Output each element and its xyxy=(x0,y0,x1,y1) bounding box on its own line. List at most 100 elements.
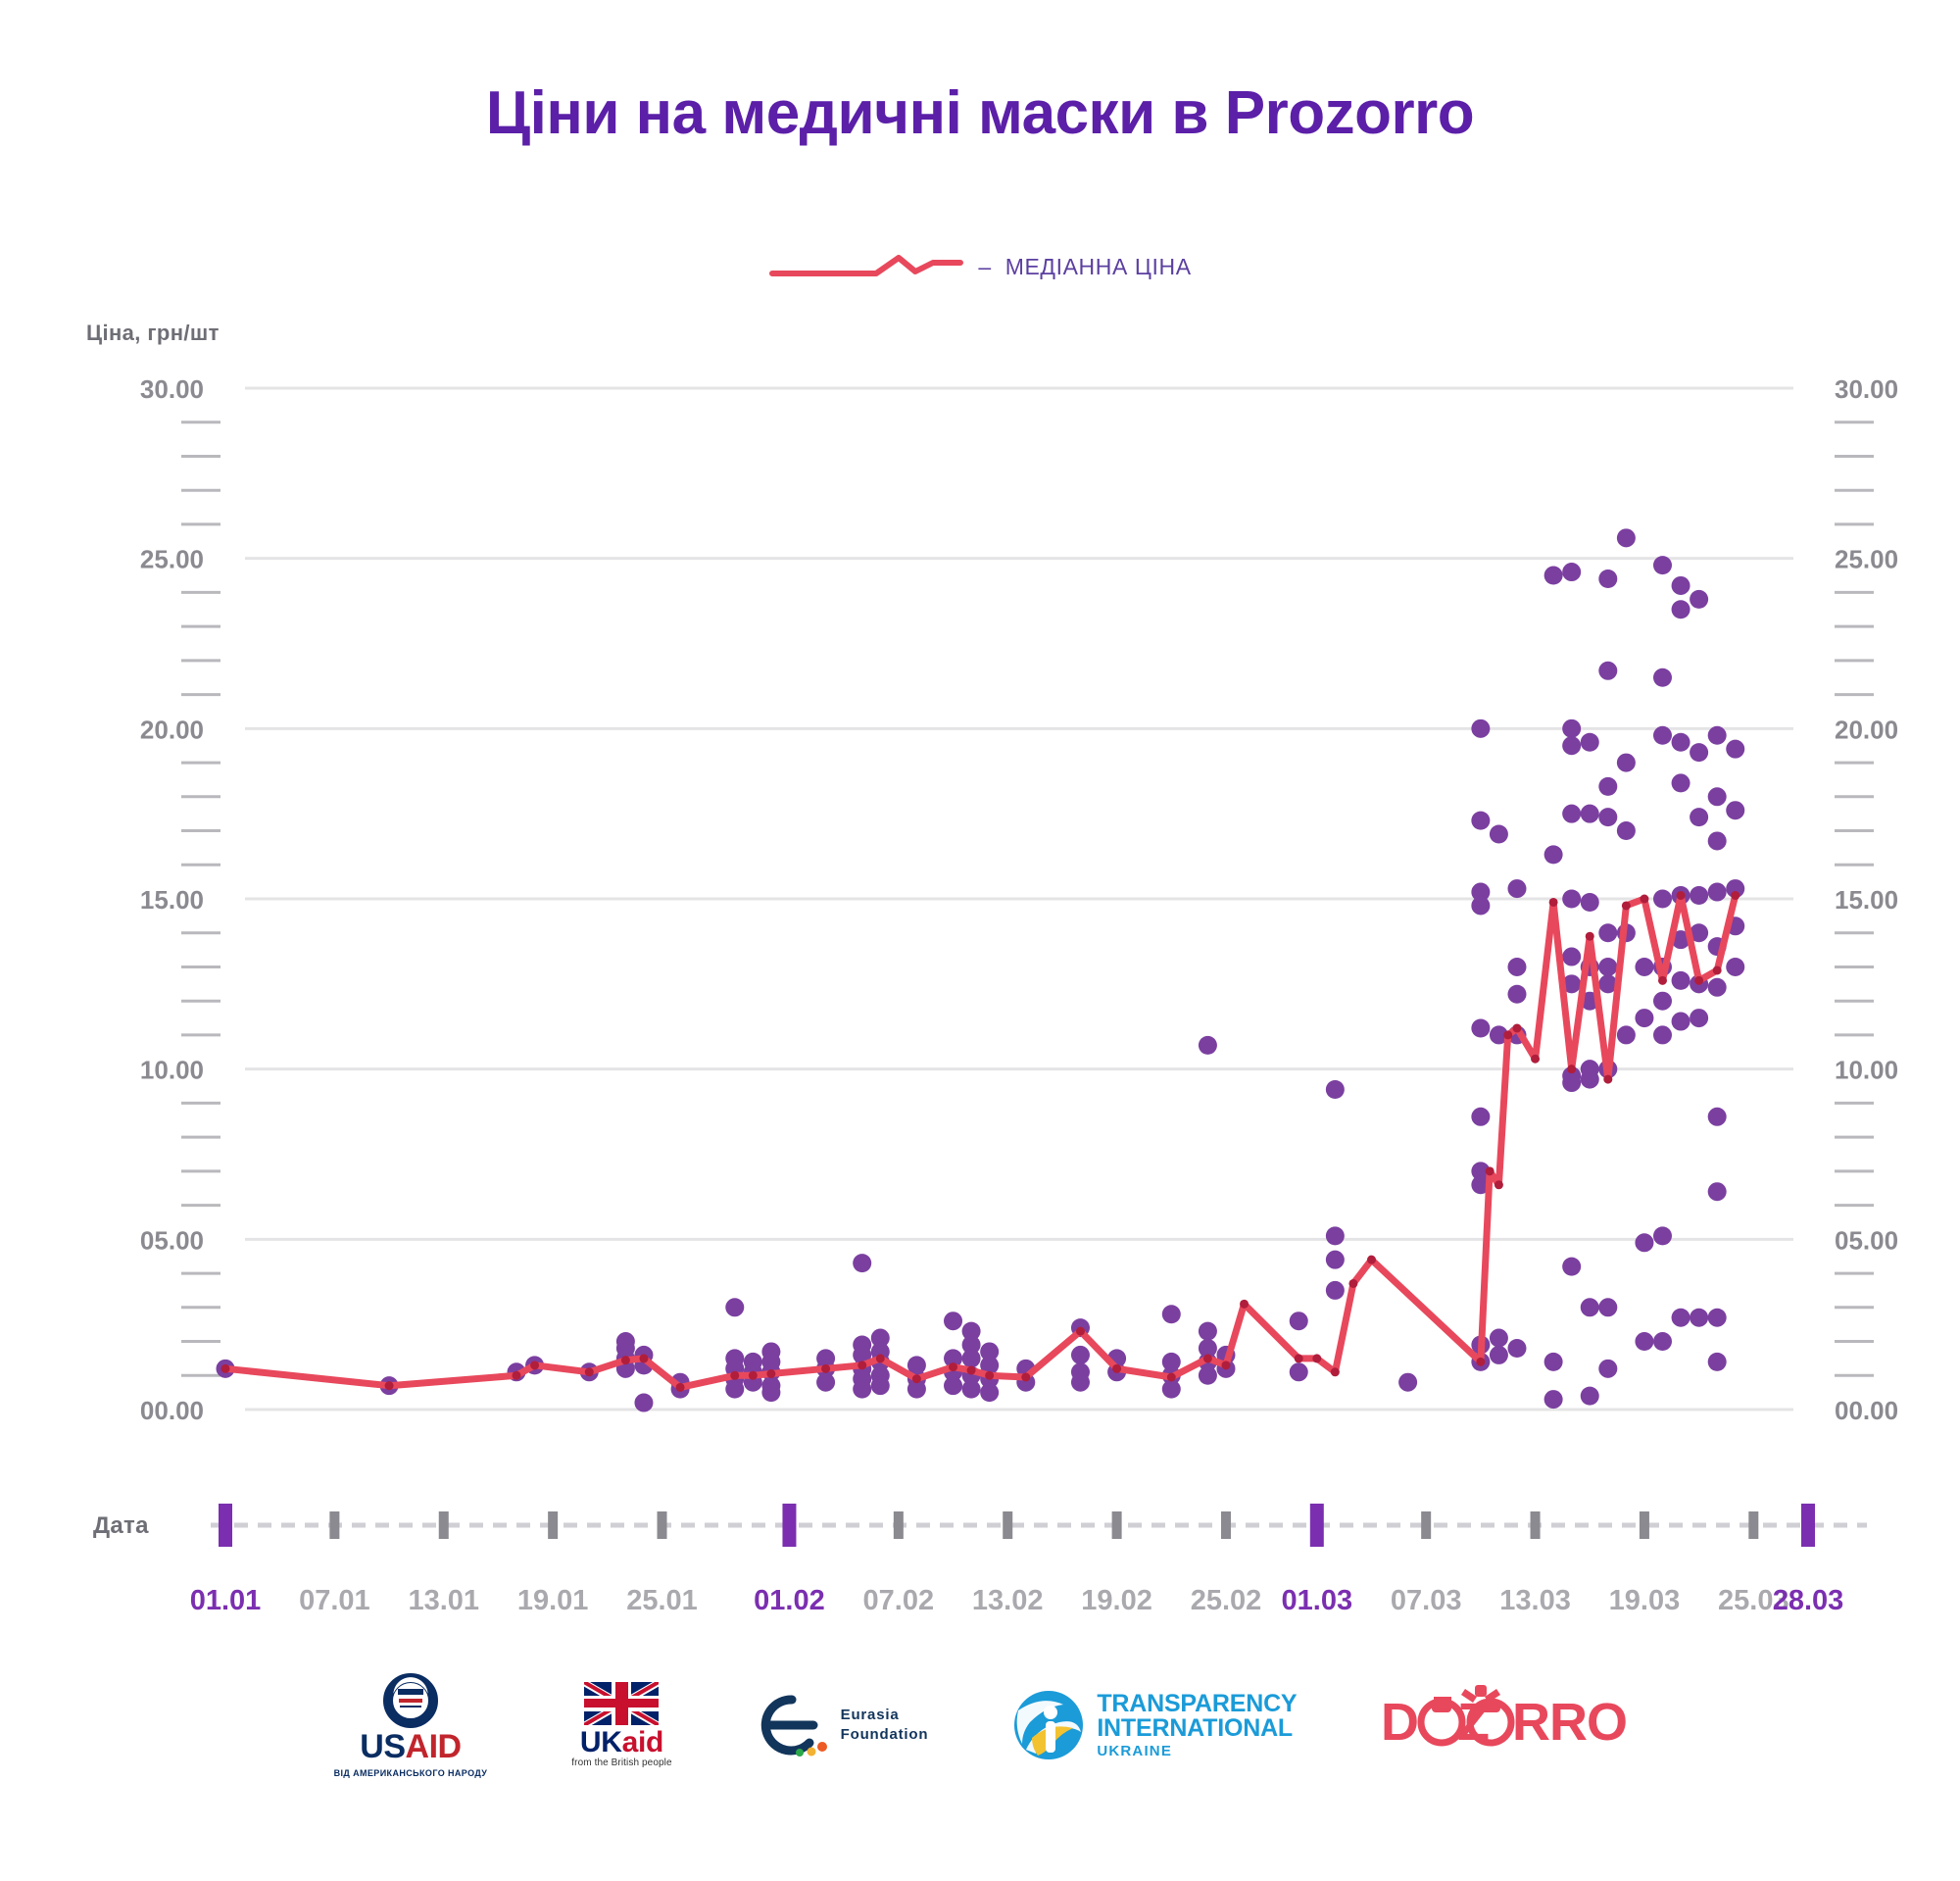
y-tick-label-right: 25.00 xyxy=(1835,545,1898,574)
date-axis-tick xyxy=(1748,1511,1759,1539)
median-line-vertex xyxy=(1694,975,1704,985)
median-line-vertex xyxy=(1712,965,1722,975)
scatter-point xyxy=(1652,991,1672,1011)
scatter-point xyxy=(634,1393,654,1412)
scatter-point xyxy=(1707,977,1727,997)
scatter-point xyxy=(1471,718,1491,738)
median-line-vertex xyxy=(1731,891,1740,901)
scatter-point xyxy=(1544,566,1563,585)
x-tick-label: 13.02 xyxy=(972,1585,1044,1616)
median-line-vertex xyxy=(1531,1054,1541,1064)
median-line-vertex xyxy=(1485,1166,1494,1176)
gridlines xyxy=(245,386,1793,1411)
x-tick-label: 07.03 xyxy=(1391,1585,1462,1616)
median-line-vertex xyxy=(1221,1361,1231,1370)
eurasia-e-icon xyxy=(757,1690,827,1760)
scatter-point xyxy=(1598,957,1618,976)
x-tick-label: 13.03 xyxy=(1499,1585,1571,1616)
scatter-point xyxy=(1726,739,1745,759)
scatter-point xyxy=(725,1298,745,1317)
scatter-point xyxy=(1635,957,1654,976)
scatter-point xyxy=(1707,1352,1727,1371)
scatter-point xyxy=(1652,725,1672,745)
scatter-point xyxy=(1635,1009,1654,1028)
scatter-point xyxy=(1562,974,1582,994)
x-tick-label: 25.02 xyxy=(1191,1585,1262,1616)
scatter-point xyxy=(1616,1025,1636,1045)
scatter-point xyxy=(1325,1250,1345,1269)
x-tick-label: 13.01 xyxy=(408,1585,479,1616)
scatter-point xyxy=(1507,957,1527,976)
median-line-vertex xyxy=(1075,1326,1085,1336)
scatter-point xyxy=(961,1321,981,1341)
median-line-vertex xyxy=(1603,1074,1613,1084)
scatter-point xyxy=(1161,1379,1181,1399)
scatter-point xyxy=(1671,930,1690,950)
median-line-vertex xyxy=(1476,1357,1486,1366)
scatter-point xyxy=(816,1372,836,1392)
scatter-point xyxy=(761,1383,781,1403)
scatter-point xyxy=(1289,1312,1308,1331)
ti-wordmark: TRANSPARENCY INTERNATIONAL UKRAINE xyxy=(1097,1692,1297,1759)
date-axis-tick xyxy=(1111,1511,1122,1539)
median-line-vertex xyxy=(530,1361,540,1370)
y-tick-label-left: 05.00 xyxy=(140,1225,204,1255)
scatter-point xyxy=(1652,1025,1672,1045)
scatter-point xyxy=(906,1379,926,1399)
median-line-vertex xyxy=(949,1362,958,1372)
median-line-vertex xyxy=(821,1363,831,1373)
scatter-point xyxy=(1598,569,1618,589)
x-tick-label: 07.01 xyxy=(299,1585,370,1616)
scatter-point xyxy=(1562,889,1582,909)
chart-legend: – МЕДІАННА ЦІНА xyxy=(0,250,1960,283)
scatter-point xyxy=(1707,725,1727,745)
median-line-vertex xyxy=(1112,1363,1122,1373)
median-line-vertex xyxy=(1021,1372,1031,1382)
date-axis-tick xyxy=(1530,1511,1541,1539)
scatter-point xyxy=(1616,528,1636,548)
scatter-point xyxy=(1325,1080,1345,1100)
y-tick-label-right: 30.00 xyxy=(1835,374,1898,404)
scatter-point xyxy=(961,1349,981,1368)
y-tick-label-right: 10.00 xyxy=(1835,1056,1898,1085)
axis-minor-ticks xyxy=(181,421,1874,1377)
eurasia-foundation-logo: Eurasia Foundation xyxy=(757,1666,929,1784)
scatter-point xyxy=(1398,1372,1418,1392)
scatter-point xyxy=(1325,1226,1345,1246)
scatter-point xyxy=(1562,718,1582,738)
date-axis-tick xyxy=(438,1511,449,1539)
scatter-point xyxy=(1544,845,1563,865)
scatter-point xyxy=(725,1379,745,1399)
scatter-point xyxy=(906,1356,926,1375)
median-line-vertex xyxy=(639,1354,649,1363)
dozorro-logo: D Z RRO xyxy=(1381,1666,1628,1784)
ukaid-aid-text: aid xyxy=(621,1725,664,1758)
date-axis-tick xyxy=(893,1511,904,1539)
legend-dash: – xyxy=(978,253,992,279)
date-axis-tick xyxy=(1421,1511,1432,1539)
y-tick-label-left: 20.00 xyxy=(140,715,204,744)
scatter-point xyxy=(944,1349,963,1368)
scatter-point xyxy=(1544,1352,1563,1371)
scatter-point xyxy=(1562,1073,1582,1093)
median-line-vertex xyxy=(584,1367,594,1377)
x-tick-label: 19.01 xyxy=(517,1585,589,1616)
median-line-vertex xyxy=(1240,1299,1250,1309)
date-axis-tick xyxy=(548,1511,559,1539)
scatter-point xyxy=(1707,1308,1727,1327)
scatter-point xyxy=(1580,1298,1599,1317)
scatter-point xyxy=(1690,743,1709,763)
x-tick-label: 19.03 xyxy=(1609,1585,1681,1616)
date-axis-tick xyxy=(1639,1511,1649,1539)
scatter-point xyxy=(1598,923,1618,943)
eurasia-line2: Foundation xyxy=(840,1726,929,1743)
scatter-point xyxy=(870,1328,890,1348)
transparency-international-logo: TRANSPARENCY INTERNATIONAL UKRAINE xyxy=(1012,1666,1298,1784)
scatter-point xyxy=(853,1379,872,1399)
median-line-vertex xyxy=(1512,1023,1522,1033)
scatter-point xyxy=(1690,1009,1709,1028)
median-line-vertex xyxy=(1621,901,1631,911)
scatter-point xyxy=(1562,563,1582,582)
scatter-point xyxy=(1652,1332,1672,1352)
x-tick-label: 07.02 xyxy=(863,1585,935,1616)
